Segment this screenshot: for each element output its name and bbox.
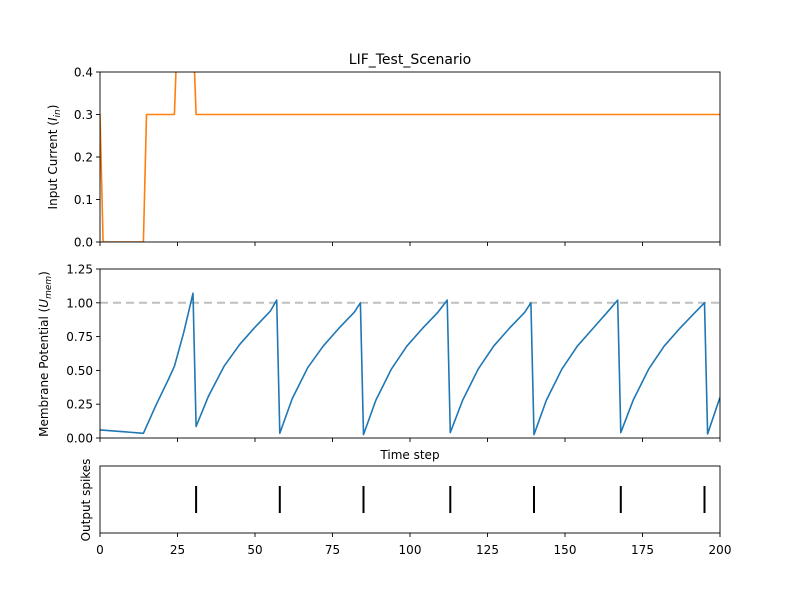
- y-tick-label: 0.1: [74, 193, 93, 207]
- y-tick-label: 0.00: [66, 432, 93, 446]
- y-tick-label: 0.25: [66, 398, 93, 412]
- x-tick-label: 25: [170, 543, 185, 557]
- input-current-series-line: [100, 72, 720, 242]
- x-tick-label: 75: [325, 543, 340, 557]
- x-tick-label: 125: [476, 543, 499, 557]
- x-tick-label: 200: [709, 543, 732, 557]
- membrane-potential-y-axis-label: Membrane Potential (Umem): [37, 271, 54, 437]
- output-spikes-panel: 0 25 50 75 100 125 150 175 200 Output spikes: [79, 459, 731, 557]
- x-tick-label: 150: [554, 543, 577, 557]
- y-tick-label: 1.00: [66, 296, 93, 310]
- membrane-potential-plot-area: [100, 292, 720, 436]
- input-current-x-ticks: [99, 242, 721, 246]
- y-tick-label: 0.2: [74, 151, 93, 165]
- y-tick-label: 0.3: [74, 108, 93, 122]
- input-current-plot-area: [100, 72, 720, 242]
- membrane-potential-panel: 0.00 0.25 0.50 0.75 1.00 1.25 Membrane Potent…: [37, 263, 721, 462]
- x-tick-label: 175: [631, 543, 654, 557]
- membrane-potential-series-line: [100, 292, 720, 436]
- input-current-panel: LIF_Test_Scenario 0.0 0.1 0.2 0.3 0.4 Input …: [46, 52, 721, 250]
- input-current-y-ticks: 0.0 0.1 0.2 0.3 0.4: [74, 66, 100, 250]
- membrane-potential-x-ticks: [99, 438, 721, 442]
- input-current-y-axis-label: Input Current (Iin): [46, 105, 63, 210]
- spike-marks: [195, 486, 706, 513]
- y-tick-label: 1.25: [66, 263, 93, 277]
- output-spikes-y-axis-label: Output spikes: [79, 459, 93, 542]
- output-spikes-x-ticks: 0 25 50 75 100 125 150 175 200: [96, 533, 731, 557]
- y-tick-label: 0.75: [66, 330, 93, 344]
- y-tick-label: 0.50: [66, 364, 93, 378]
- chart-title: LIF_Test_Scenario: [349, 52, 471, 68]
- x-tick-label: 100: [399, 543, 422, 557]
- y-tick-label: 0.4: [74, 66, 93, 80]
- membrane-potential-y-ticks: 0.00 0.25 0.50 0.75 1.00 1.25: [66, 263, 100, 446]
- y-tick-label: 0.0: [74, 236, 93, 250]
- x-tick-label: 50: [247, 543, 262, 557]
- x-axis-label: Time step: [379, 448, 439, 462]
- x-tick-label: 0: [96, 543, 104, 557]
